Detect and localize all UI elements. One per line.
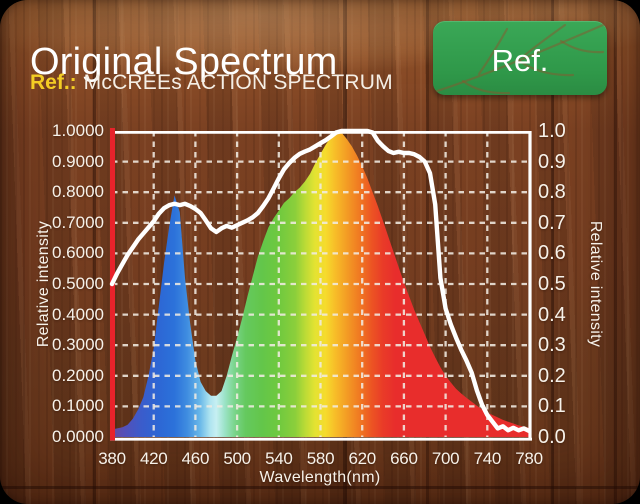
y-axis-title-right: Relative intensity — [587, 220, 604, 348]
y-axis-tick-label-left: 0.4000 — [52, 304, 104, 324]
y-axis-tick-label-left: 0.9000 — [52, 151, 104, 171]
y-axis-tick-label-right: 0.3 — [538, 334, 566, 357]
y-axis-tick-label-right: 0.7 — [538, 211, 566, 234]
y-axis-tick-label-left: 0.2000 — [52, 365, 104, 385]
y-axis-tick-label-right: 0.0 — [538, 426, 566, 448]
x-axis-tick-label: 460 — [181, 449, 210, 468]
y-axis-tick-label-left: 0.0000 — [52, 427, 104, 446]
y-axis-tick-label-left: 0.5000 — [52, 274, 104, 293]
ref-button-label: Ref. — [491, 42, 549, 78]
page-title: Original Spectrum — [30, 41, 338, 84]
y-axis-tick-label-left: 0.8000 — [52, 182, 104, 202]
reference-label: Ref.: — [30, 71, 77, 94]
y-axis-tick-label-left: 0.6000 — [52, 243, 104, 263]
x-axis-tick-label: 580 — [306, 449, 335, 468]
action-spectrum-line — [109, 128, 532, 434]
x-axis-tick-label: 500 — [223, 449, 251, 468]
y-axis-tick-label-right: 0.6 — [538, 242, 566, 265]
x-axis-tick-label: 780 — [515, 449, 543, 468]
y-axis-tick-label-right: 0.5 — [538, 273, 566, 295]
x-axis-tick-label: 380 — [98, 449, 126, 468]
x-axis-tick-label: 740 — [473, 449, 502, 468]
x-axis-tick-label: 420 — [139, 449, 168, 468]
spectrum-area — [112, 131, 529, 437]
x-axis-title: Wavelength(nm) — [259, 469, 381, 486]
y-axis-tick-label-right: 0.2 — [538, 364, 566, 387]
y-axis-tick-label-left: 0.3000 — [52, 335, 104, 355]
y-axis-tick-label-left: 0.7000 — [52, 212, 104, 232]
x-axis-tick-label: 660 — [390, 449, 418, 468]
reference-subtitle: Ref.: McCREEs ACTION SPECTRUM — [30, 71, 393, 95]
y-axis-tick-label-right: 0.9 — [538, 150, 566, 173]
x-axis-tick-label: 700 — [431, 449, 460, 468]
x-axis-tick-label: 620 — [348, 449, 376, 468]
spectrum-plot — [109, 128, 532, 441]
leaf-veins-icon — [435, 23, 605, 95]
y-axis-tick-label-left: 1.0000 — [52, 121, 104, 140]
y-axis-tick-label-right: 1.0 — [538, 120, 566, 142]
ref-button[interactable]: Ref. — [433, 21, 607, 95]
y-axis-tick-label-left: 0.1000 — [52, 396, 104, 416]
reference-name: McCREEs ACTION SPECTRUM — [83, 71, 393, 94]
x-axis-tick-label: 540 — [265, 449, 293, 468]
y-axis-tick-label-right: 0.1 — [538, 395, 566, 418]
y-axis-title-left: Relative intensity — [35, 220, 52, 348]
y-axis-tick-label-right: 0.8 — [538, 181, 566, 204]
y-axis-tick-label-right: 0.4 — [538, 303, 566, 326]
